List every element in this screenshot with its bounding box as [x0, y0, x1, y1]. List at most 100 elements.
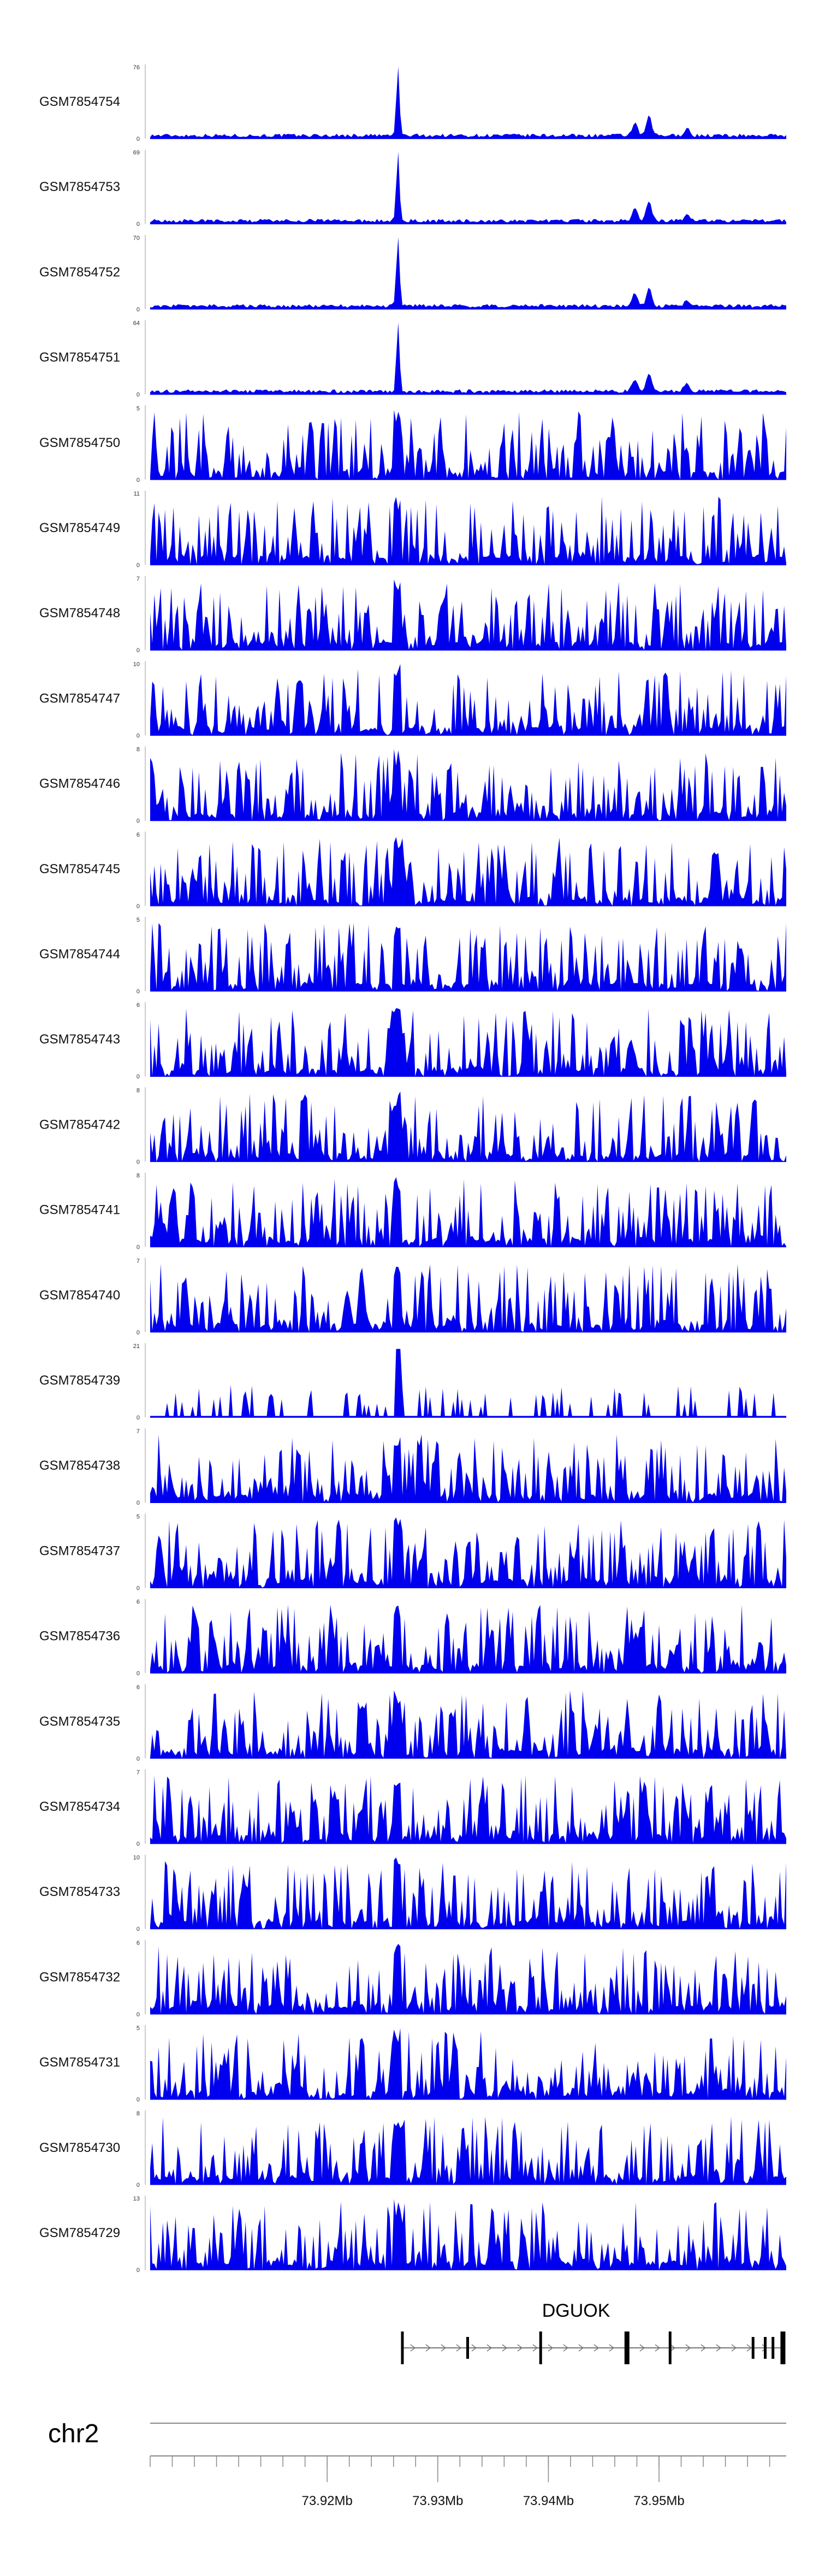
exon-block [466, 2337, 469, 2359]
strand-chevron [609, 2344, 615, 2352]
track-signal-area [150, 237, 786, 309]
track-ymin-label: 0 [136, 221, 140, 228]
track-ymax-label: 8 [136, 1087, 140, 1094]
exon-block [751, 2337, 755, 2359]
track-ymin-label: 0 [136, 562, 140, 569]
track-signal-area [150, 497, 786, 565]
track-signal-area [150, 1775, 786, 1844]
strand-chevron [548, 2344, 554, 2352]
track-ymax-label: 6 [136, 1599, 140, 1606]
track-ymin-label: 0 [136, 903, 140, 910]
track-label: GSM7854739 [39, 1373, 120, 1388]
strand-chevron [471, 2344, 477, 2352]
exon-block [780, 2331, 786, 2364]
track-signal-area [150, 1857, 786, 1929]
track-GSM7854747: GSM7854747 10 0 [39, 661, 786, 739]
track-label: GSM7854745 [39, 862, 120, 876]
track-label: GSM7854754 [39, 94, 120, 109]
track-label: GSM7854731 [39, 2055, 120, 2070]
track-label: GSM7854747 [39, 691, 120, 706]
track-label: GSM7854744 [39, 947, 120, 962]
track-ymin-label: 0 [136, 1415, 140, 1421]
track-GSM7854738: GSM7854738 7 0 [39, 1428, 786, 1506]
track-ymax-label: 8 [136, 1173, 140, 1179]
track-GSM7854737: GSM7854737 5 0 [39, 1513, 786, 1591]
track-ymin-label: 0 [136, 1585, 140, 1591]
strand-chevron [685, 2344, 691, 2352]
track-label: GSM7854750 [39, 436, 120, 450]
track-ymin-label: 0 [136, 1329, 140, 1336]
track-signal-area [150, 1091, 786, 1162]
track-signal-area [150, 1690, 786, 1758]
gene-name-label: DGUOK [542, 2300, 610, 2321]
track-GSM7854746: GSM7854746 8 0 [39, 746, 786, 825]
track-signal-area [150, 1008, 786, 1077]
track-ymax-label: 64 [133, 320, 140, 327]
track-ymin-label: 0 [136, 306, 140, 313]
strand-chevron [594, 2344, 600, 2352]
track-ymax-label: 5 [136, 917, 140, 923]
track-GSM7854744: GSM7854744 5 0 [39, 917, 786, 995]
track-label: GSM7854743 [39, 1032, 120, 1047]
track-ymin-label: 0 [136, 1244, 140, 1251]
track-ymax-label: 7 [136, 1428, 140, 1435]
track-label: GSM7854740 [39, 1288, 120, 1303]
track-ymin-label: 0 [136, 136, 140, 142]
track-label: GSM7854737 [39, 1543, 120, 1558]
track-GSM7854749: GSM7854749 11 0 [39, 491, 786, 569]
track-signal-area [150, 2199, 786, 2270]
exon-block [624, 2331, 630, 2364]
track-label: GSM7854733 [39, 1885, 120, 1899]
track-GSM7854742: GSM7854742 8 0 [39, 1087, 786, 1165]
track-ymin-label: 0 [136, 1841, 140, 1847]
exon-block [668, 2331, 672, 2364]
track-ymin-label: 0 [136, 647, 140, 654]
track-ymax-label: 8 [136, 747, 140, 753]
track-ymin-label: 0 [136, 392, 140, 398]
track-signal-area [150, 1349, 786, 1417]
track-signal-area [150, 67, 786, 139]
track-GSM7854754: GSM7854754 76 0 [39, 64, 786, 142]
gene-annotation-track: DGUOK [401, 2300, 786, 2364]
track-ymax-label: 6 [136, 1684, 140, 1691]
track-ymax-label: 13 [133, 2196, 140, 2202]
strand-chevron [716, 2344, 722, 2352]
track-GSM7854733: GSM7854733 10 0 [39, 1855, 786, 1933]
track-signal-area [150, 749, 786, 821]
track-label: GSM7854732 [39, 1970, 120, 1984]
track-ymin-label: 0 [136, 477, 140, 484]
track-ymin-label: 0 [136, 2182, 140, 2189]
coverage-tracks: GSM7854754760GSM7854753690GSM7854752700G… [39, 64, 786, 2274]
track-signal-area [150, 1943, 786, 2014]
strand-chevron [639, 2344, 645, 2352]
track-ymax-label: 11 [134, 491, 140, 497]
track-label: GSM7854748 [39, 606, 120, 621]
exon-block [771, 2337, 775, 2359]
track-signal-area [150, 2028, 786, 2100]
track-ymin-label: 0 [136, 1671, 140, 1677]
strand-chevron [502, 2344, 508, 2352]
track-signal-area [150, 1177, 786, 1247]
track-GSM7854753: GSM7854753 69 0 [39, 150, 786, 228]
track-ymin-label: 0 [136, 988, 140, 995]
tick-label: 73.95Mb [633, 2494, 684, 2508]
track-label: GSM7854738 [39, 1458, 120, 1473]
track-ymin-label: 0 [136, 1926, 140, 1933]
track-label: GSM7854735 [39, 1714, 120, 1729]
tick-label: 73.94Mb [523, 2494, 574, 2508]
track-ymax-label: 6 [136, 832, 140, 838]
track-signal-area [150, 1605, 786, 1673]
track-ymax-label: 76 [133, 64, 140, 71]
track-GSM7854741: GSM7854741 8 0 [39, 1172, 786, 1251]
track-GSM7854750: GSM7854750 5 0 [39, 405, 786, 484]
track-signal-area [150, 152, 786, 224]
track-GSM7854731: GSM7854731 5 0 [39, 2025, 786, 2103]
strand-chevron [563, 2344, 569, 2352]
track-GSM7854752: GSM7854752 70 0 [39, 235, 786, 313]
strand-chevron [655, 2344, 661, 2352]
track-ymin-label: 0 [136, 732, 140, 739]
strand-chevron [701, 2344, 707, 2352]
chromosome-label: chr2 [48, 2419, 99, 2448]
track-ymax-label: 5 [136, 1513, 140, 1520]
